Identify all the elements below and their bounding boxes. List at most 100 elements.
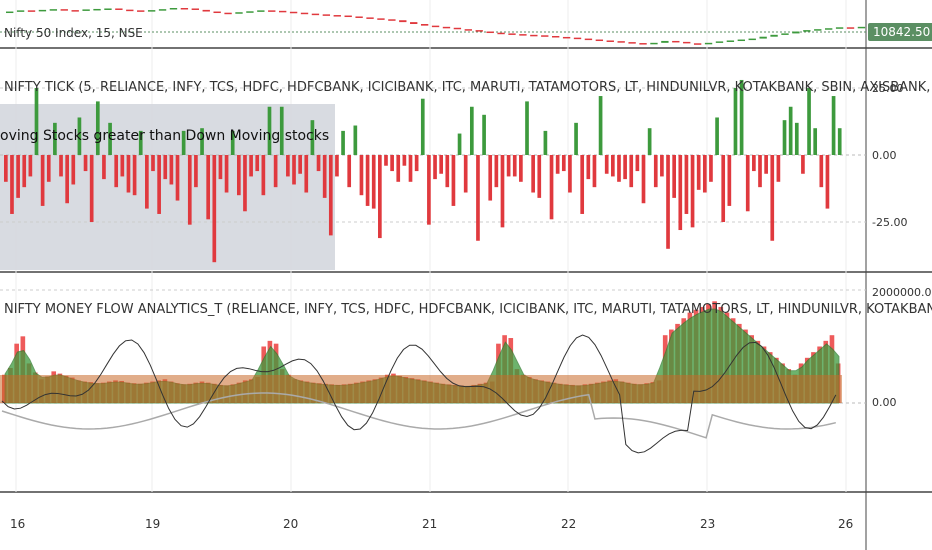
tick-bar xyxy=(114,155,119,188)
tick-bar xyxy=(770,155,775,241)
tick-bar xyxy=(194,155,198,188)
tick-bar xyxy=(715,117,719,155)
tick-bar xyxy=(132,155,137,196)
candle xyxy=(759,36,767,39)
candle xyxy=(289,11,298,14)
tick-bar xyxy=(819,155,824,188)
pane2-ytick-3: -25.00 xyxy=(872,216,908,229)
tick-bar xyxy=(574,122,578,155)
candle xyxy=(399,20,407,23)
tick-bar xyxy=(77,117,82,155)
tick-bar xyxy=(653,155,658,188)
tick-bar xyxy=(304,155,309,193)
tick-bar xyxy=(71,155,76,185)
tick-bar xyxy=(200,128,204,155)
tick-bar xyxy=(120,155,125,177)
tick-bar xyxy=(568,155,572,193)
candle xyxy=(486,31,494,34)
tick-bar xyxy=(641,155,646,204)
tick-bar xyxy=(837,128,842,155)
candle xyxy=(497,32,505,35)
candle xyxy=(93,8,101,11)
tick-bar xyxy=(745,155,750,212)
candle xyxy=(541,35,549,37)
tick-bar xyxy=(635,155,640,172)
tick-bar xyxy=(212,155,217,263)
tick-bar xyxy=(555,155,560,174)
tick-bar xyxy=(286,155,290,177)
tick-bar xyxy=(611,155,615,177)
candle xyxy=(180,8,189,10)
pane1-title: Nifty 50 Index, 15, NSE xyxy=(4,26,143,40)
tick-bar xyxy=(433,155,437,180)
tick-bar xyxy=(322,155,327,198)
tick-bar xyxy=(46,155,51,182)
candle xyxy=(333,15,341,17)
tick-bar xyxy=(145,155,149,209)
tick-bar xyxy=(292,155,296,185)
pane2-ytick-2: 0.00 xyxy=(872,149,897,162)
candle xyxy=(38,9,47,12)
candle xyxy=(431,25,440,28)
price-badge: 10842.50 xyxy=(868,23,932,41)
tick-bar xyxy=(678,155,683,231)
candle xyxy=(60,9,68,11)
candle xyxy=(508,33,516,35)
tick-bar xyxy=(580,155,585,214)
candle xyxy=(191,8,199,10)
tick-bar xyxy=(4,155,8,182)
xtick-3: 20 xyxy=(283,517,299,531)
tick-bar xyxy=(28,155,33,177)
tick-bar xyxy=(463,155,468,193)
candle xyxy=(82,9,90,11)
candle xyxy=(257,10,265,12)
tick-bar xyxy=(488,155,493,201)
tick-bar xyxy=(316,155,321,172)
candle xyxy=(464,29,472,31)
tick-bar xyxy=(482,114,486,155)
candle xyxy=(683,41,691,44)
tick-bar xyxy=(175,155,180,201)
tick-bar xyxy=(512,155,517,177)
tick-bar xyxy=(537,155,542,198)
candle xyxy=(377,18,385,20)
flow-band xyxy=(0,375,842,403)
tick-bar xyxy=(261,155,266,196)
pane3-ytick-1: 2000000.00 xyxy=(872,286,932,299)
tick-bar xyxy=(378,155,382,239)
candle xyxy=(410,22,418,24)
tick-bar xyxy=(752,155,756,172)
candle xyxy=(246,11,254,13)
candle xyxy=(158,9,167,11)
tick-bar xyxy=(586,155,591,180)
candle xyxy=(715,41,724,43)
candle xyxy=(279,10,287,13)
pane2-ytick-1: 25.00 xyxy=(872,82,904,95)
tick-bar xyxy=(506,155,511,177)
flow-line xyxy=(1,334,837,454)
candle xyxy=(16,10,25,12)
tick-bar xyxy=(788,106,793,155)
tick-bar xyxy=(365,155,370,206)
tick-bar xyxy=(273,155,278,188)
candle xyxy=(147,10,156,12)
tick-bar xyxy=(353,125,358,155)
candle xyxy=(803,30,811,32)
candle xyxy=(562,36,571,39)
candle xyxy=(606,40,614,42)
tick-bar xyxy=(420,98,425,155)
candle xyxy=(366,17,374,19)
tick-bar xyxy=(34,88,39,155)
tick-bar xyxy=(414,155,419,172)
tick-bar xyxy=(157,155,161,214)
tick-bar xyxy=(138,130,143,155)
tick-bar xyxy=(623,155,627,180)
tick-bar xyxy=(236,155,241,196)
tick-bar xyxy=(328,155,333,236)
xtick-6: 23 xyxy=(700,517,716,531)
tick-bar xyxy=(218,155,223,180)
candle xyxy=(584,38,593,41)
candle xyxy=(355,16,363,18)
tick-bar xyxy=(439,155,444,174)
